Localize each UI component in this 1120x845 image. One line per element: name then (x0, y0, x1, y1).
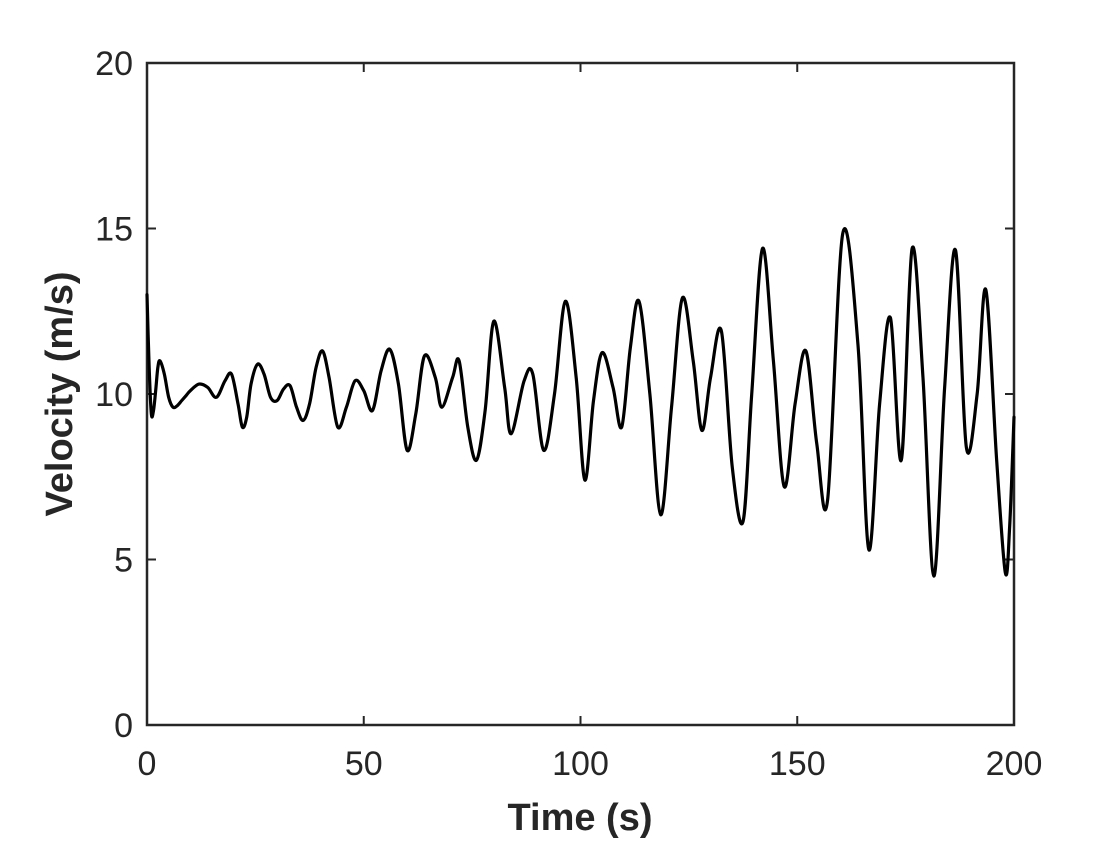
x-tick-label: 0 (138, 745, 157, 783)
x-axis-label: Time (s) (507, 797, 652, 839)
tick-labels: 0 50 100 150 200 0 5 10 15 20 (95, 45, 1042, 783)
y-tick-label: 20 (95, 45, 133, 83)
y-axis-label: Velocity (m/s) (39, 272, 81, 517)
y-tick-label: 10 (95, 376, 133, 414)
x-tick-label: 100 (552, 745, 609, 783)
velocity-series-line (145, 227, 1016, 578)
y-tick-label: 15 (95, 211, 133, 249)
x-tick-label: 150 (769, 745, 826, 783)
x-tick-label: 50 (345, 745, 383, 783)
plot-area-frame (145, 61, 1016, 727)
y-tick-label: 5 (114, 542, 133, 580)
x-tick-label: 200 (986, 745, 1043, 783)
y-tick-label: 0 (114, 707, 133, 745)
